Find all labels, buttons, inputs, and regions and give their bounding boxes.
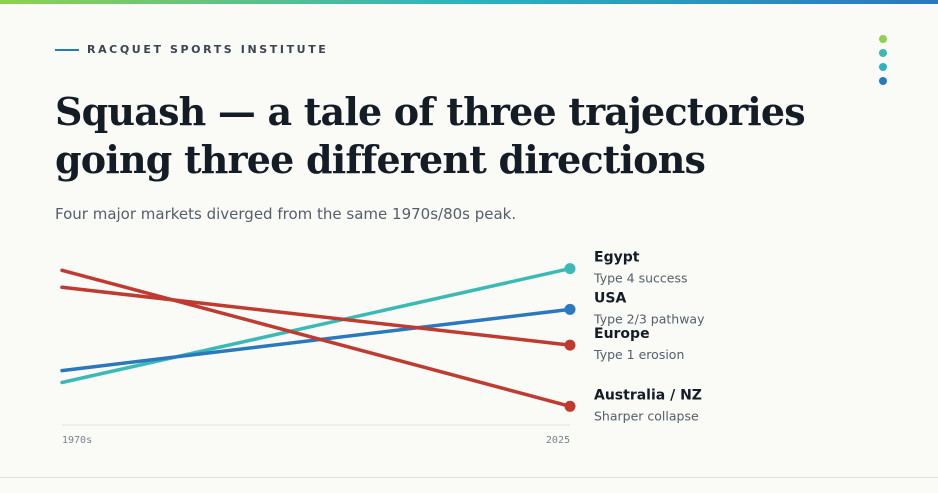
legend-label: Europe [594, 326, 650, 342]
series-line [60, 285, 572, 347]
legend-label: Australia / NZ [594, 387, 702, 403]
series-note: Sharper collapse [594, 408, 699, 423]
decor-dots [879, 35, 887, 91]
series-note: Type 1 erosion [593, 347, 684, 362]
series-line [60, 266, 572, 385]
legend-label: USA [594, 290, 626, 306]
top-bar [0, 0, 938, 4]
series-note: Type 4 success [593, 271, 688, 286]
chart-title: Squash — a tale of three trajectories go… [55, 89, 806, 182]
series-line [60, 268, 572, 409]
end-point [564, 263, 576, 275]
legend-label: Egypt [594, 250, 640, 266]
end-point [564, 339, 576, 351]
x-tick-label: 2025 [546, 435, 570, 446]
divider [0, 477, 938, 478]
chart-subtitle: Four major markets diverged from the sam… [55, 205, 517, 223]
x-tick-label: 1970s [62, 435, 92, 446]
brand: RACQUET SPORTS INSTITUTE [55, 43, 328, 56]
series-note: Type 2/3 pathway [593, 311, 705, 326]
end-point [564, 303, 576, 315]
end-point [564, 400, 576, 412]
